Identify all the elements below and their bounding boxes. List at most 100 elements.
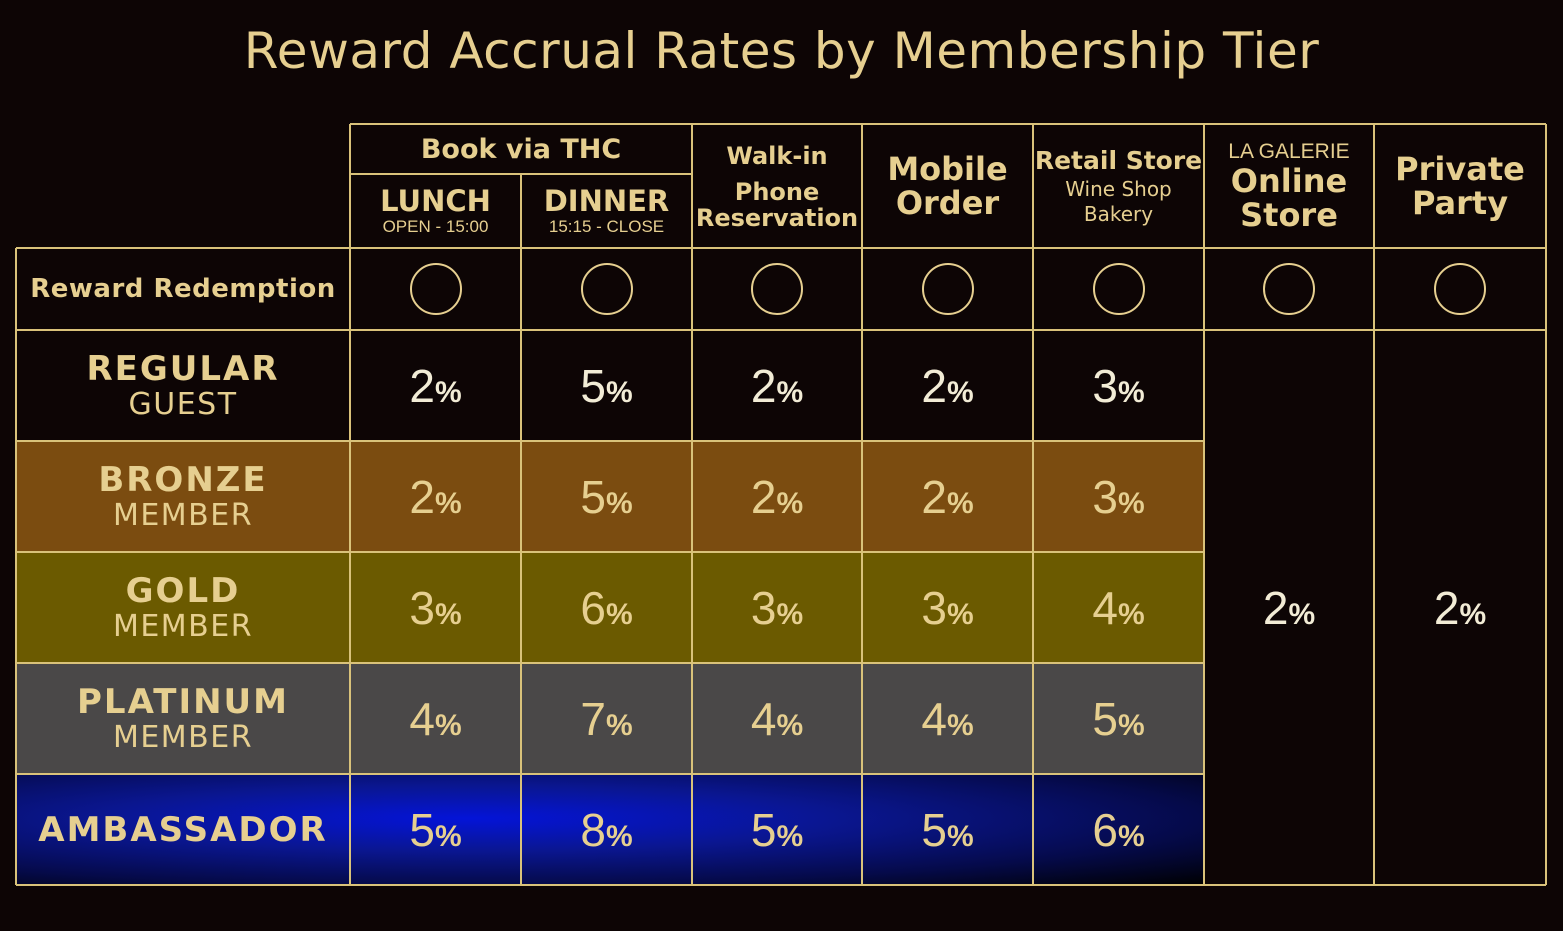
tier-row-background	[16, 441, 1204, 552]
walkin-label: Walk-in	[726, 142, 828, 170]
percent-sign: %	[776, 375, 804, 409]
grid-line	[691, 124, 693, 885]
rate-cell: 5%	[521, 330, 692, 441]
redemption-label-cell: Reward Redemption	[16, 248, 350, 330]
mobile-label: Mobile	[887, 150, 1008, 188]
grid-line	[16, 247, 1546, 249]
rate: 2%	[409, 470, 461, 524]
percent-sign: %	[776, 819, 804, 853]
percent-sign: %	[946, 486, 974, 520]
percent-sign: %	[1117, 597, 1145, 631]
percent-sign: %	[1117, 375, 1145, 409]
rate-cell: 2%	[862, 441, 1033, 552]
party-rate-value: 2	[1433, 581, 1460, 634]
tier-row-background	[16, 552, 1204, 663]
grid-line	[16, 329, 1546, 331]
percent-sign: %	[434, 708, 462, 742]
percent-sign: %	[434, 486, 462, 520]
rate: 4%	[921, 692, 973, 746]
rate: 2%	[409, 359, 461, 413]
percent-sign: %	[605, 708, 633, 742]
tier-label-bronze: BRONZE MEMBER	[16, 441, 350, 552]
rate-value: 3	[921, 581, 947, 634]
percent-sign: %	[776, 597, 804, 631]
rate-value: 3	[750, 581, 777, 634]
party-rate: 2%	[1434, 581, 1486, 635]
rate: 5%	[751, 803, 803, 857]
grid-line	[520, 174, 522, 885]
private-party-rate-cell: 2%	[1374, 330, 1546, 885]
grid-line	[16, 551, 1204, 553]
retail-store-label: Retail Store	[1034, 146, 1203, 175]
rate: 8%	[580, 803, 632, 857]
rate: 6%	[580, 581, 632, 635]
rate-cell: 2%	[692, 330, 862, 441]
percent-sign: %	[1117, 486, 1145, 520]
online-rate: 2%	[1263, 581, 1315, 635]
rate-value: 5	[921, 803, 947, 856]
grid-line	[1373, 124, 1375, 885]
rate: 2%	[751, 470, 803, 524]
rate-value: 4	[921, 692, 947, 745]
rate: 5%	[409, 803, 461, 857]
tier-name: REGULAR	[86, 348, 280, 389]
percent-sign: %	[434, 819, 462, 853]
rate: 5%	[580, 359, 632, 413]
rate-value: 5	[1092, 692, 1118, 745]
circle-icon	[1263, 263, 1315, 315]
tier-sub: GUEST	[128, 386, 238, 422]
tier-label-platinum: PLATINUM MEMBER	[16, 663, 350, 774]
online-store-rate-cell: 2%	[1204, 330, 1374, 885]
rate-cell: 2%	[350, 330, 521, 441]
rate-value: 5	[750, 803, 777, 856]
order-label: Order	[895, 184, 1000, 222]
rate-cell: 4%	[1033, 552, 1204, 663]
private-label: Private	[1395, 150, 1525, 188]
rate: 3%	[409, 581, 461, 635]
percent-sign: %	[946, 597, 974, 631]
grid-line	[350, 123, 1546, 125]
header-lunch: LUNCH OPEN - 15:00	[350, 174, 521, 248]
rate: 2%	[751, 359, 803, 413]
tier-label-regular: REGULAR GUEST	[16, 330, 350, 441]
grid-line	[1032, 124, 1034, 885]
tier-label-ambassador: AMBASSADOR	[16, 774, 350, 885]
rate: 5%	[921, 803, 973, 857]
rate: 2%	[921, 470, 973, 524]
tier-row-background	[16, 774, 1204, 885]
rate-value: 3	[1092, 470, 1118, 523]
rate-cell: 5%	[862, 774, 1033, 885]
rate: 7%	[580, 692, 632, 746]
rate-value: 2	[921, 470, 947, 523]
tier-sub: MEMBER	[112, 608, 254, 644]
rate: 3%	[1092, 470, 1144, 524]
redemption-cell	[521, 248, 692, 330]
percent-sign: %	[605, 375, 633, 409]
circle-icon	[751, 263, 803, 315]
rate: 5%	[1092, 692, 1144, 746]
rate-cell: 3%	[1033, 330, 1204, 441]
rate-cell: 5%	[350, 774, 521, 885]
rate: 6%	[1092, 803, 1144, 857]
la-galerie-label: LA GALERIE	[1228, 140, 1350, 163]
rate-value: 2	[409, 359, 435, 412]
rate-cell: 3%	[350, 552, 521, 663]
tier-name: BRONZE	[98, 459, 268, 500]
rate-value: 8	[580, 803, 606, 856]
header-mobile-order: Mobile Order	[862, 124, 1033, 248]
rate-cell: 3%	[1033, 441, 1204, 552]
rate-cell: 6%	[521, 552, 692, 663]
redemption-cell	[1204, 248, 1374, 330]
grid-line	[861, 124, 863, 885]
rate-value: 2	[409, 470, 435, 523]
tier-name: PLATINUM	[77, 681, 289, 722]
redemption-cell	[692, 248, 862, 330]
rate: 4%	[1092, 581, 1144, 635]
rate: 4%	[751, 692, 803, 746]
rate-cell: 5%	[692, 774, 862, 885]
header-book-via-thc: Book via THC	[350, 124, 692, 174]
circle-icon	[1092, 263, 1145, 315]
rate-value: 2	[750, 470, 777, 523]
header-private-party: Private Party	[1374, 124, 1546, 248]
percent-sign: %	[1288, 597, 1316, 631]
